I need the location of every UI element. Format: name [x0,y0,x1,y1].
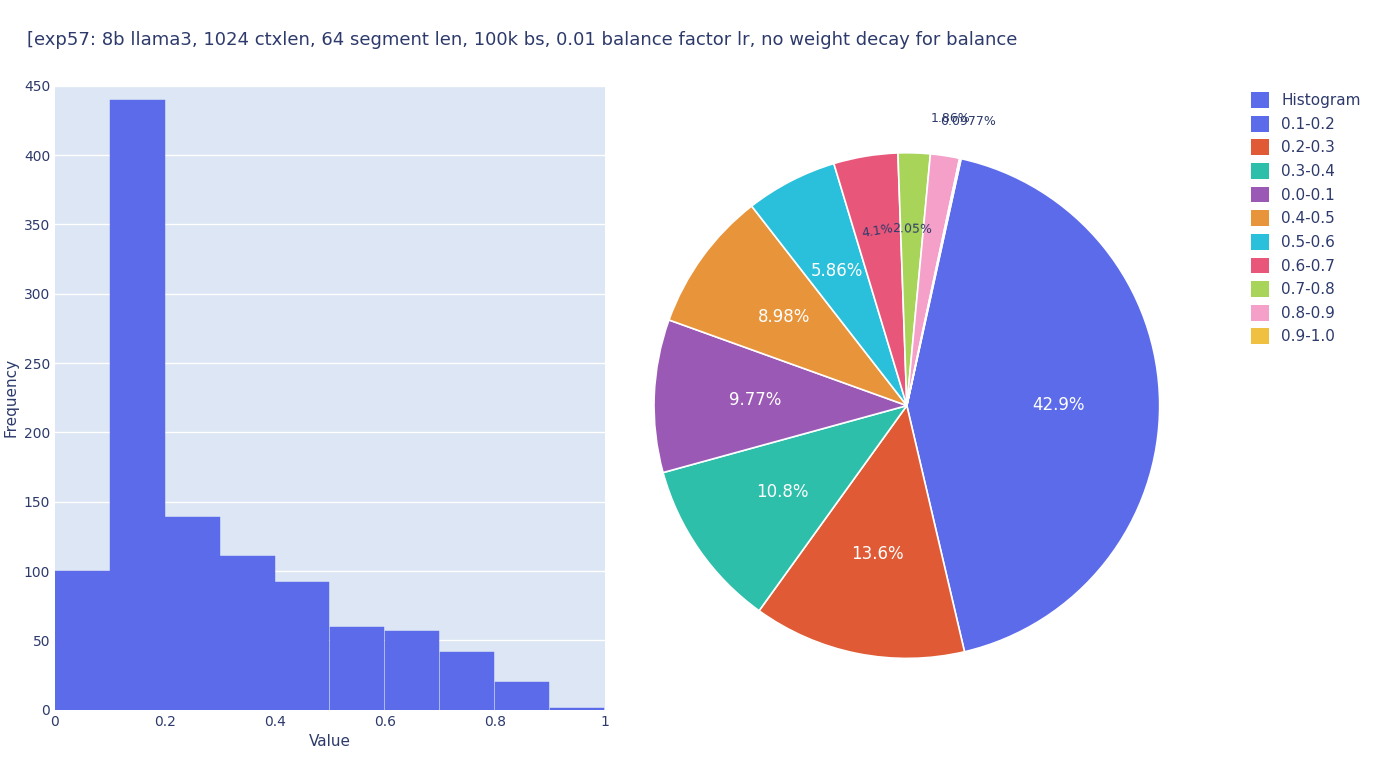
Bar [275,582,330,710]
Bar [220,556,275,710]
Wedge shape [758,406,965,658]
Text: 8.98%: 8.98% [758,307,811,325]
Bar [440,651,495,710]
Wedge shape [897,153,930,406]
Wedge shape [907,158,1160,652]
Text: 9.77%: 9.77% [730,391,782,409]
Bar [55,571,110,710]
Text: 13.6%: 13.6% [851,545,904,563]
Legend: Histogram, 0.1-0.2, 0.2-0.3, 0.3-0.4, 0.0-0.1, 0.4-0.5, 0.5-0.6, 0.6-0.7, 0.7-0.: Histogram, 0.1-0.2, 0.2-0.3, 0.3-0.4, 0.… [1243,84,1369,352]
Text: 0.0977%: 0.0977% [940,115,996,128]
Text: 2.05%: 2.05% [892,222,932,236]
Text: 10.8%: 10.8% [756,483,808,502]
Wedge shape [664,406,907,611]
Bar [550,708,605,710]
Text: 5.86%: 5.86% [811,262,863,280]
Wedge shape [654,320,907,473]
Bar [165,517,220,710]
Wedge shape [752,164,907,406]
Text: 42.9%: 42.9% [1032,395,1085,413]
Bar [385,631,440,710]
X-axis label: Value: Value [309,734,350,750]
Bar [110,100,165,710]
Text: 1.86%: 1.86% [932,112,970,125]
Y-axis label: Frequency: Frequency [3,358,18,438]
Wedge shape [907,158,962,406]
Text: 4.1%: 4.1% [861,222,894,240]
Wedge shape [907,154,959,406]
Bar [330,626,385,710]
Text: [exp57: 8b llama3, 1024 ctxlen, 64 segment len, 100k bs, 0.01 balance factor lr,: [exp57: 8b llama3, 1024 ctxlen, 64 segme… [27,31,1018,49]
Wedge shape [669,206,907,406]
Bar [495,682,550,710]
Wedge shape [834,153,907,406]
